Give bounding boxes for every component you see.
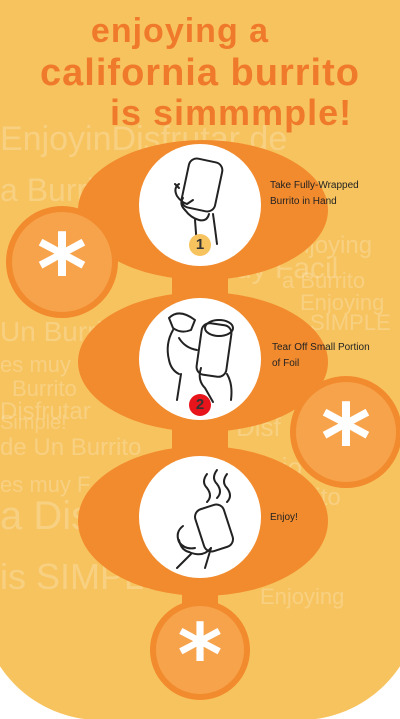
bg-word: Burrito bbox=[12, 376, 77, 401]
bg-word: SIMPLE bbox=[310, 310, 391, 335]
asterisk-ring-right bbox=[290, 376, 400, 488]
bg-word: es muy F bbox=[0, 472, 91, 497]
step-3-illustration bbox=[139, 456, 261, 578]
title-line-3: is simmmple! bbox=[110, 92, 353, 133]
asterisk-icon: * bbox=[36, 214, 88, 326]
step-1-text: Take Fully-Wrapped Burrito in Hand bbox=[270, 178, 395, 210]
bg-word: Enjoying bbox=[300, 290, 385, 315]
step-1-text-line-2: Burrito in Hand bbox=[270, 196, 337, 207]
step-2-text-line-1: Tear Off Small Portion bbox=[272, 342, 370, 353]
hand-with-steaming-burrito-icon bbox=[176, 469, 234, 569]
step-1-number: 1 bbox=[189, 234, 211, 256]
asterisk-icon: * bbox=[177, 606, 223, 706]
asterisk-ring-bottom bbox=[150, 600, 250, 700]
title-line-1: enjoying a bbox=[90, 12, 270, 50]
bg-word: de Un Burrito bbox=[0, 434, 142, 461]
asterisk-ring-left bbox=[6, 206, 118, 318]
hands-tearing-foil-icon bbox=[166, 312, 234, 403]
step-3-text-line-1: Enjoy! bbox=[270, 512, 298, 523]
bg-word: Disfrutar bbox=[0, 398, 91, 425]
asterisk-icon: * bbox=[320, 384, 372, 496]
bg-word: a Burrito bbox=[282, 268, 366, 293]
step-2-text-line-2: of Foil bbox=[272, 358, 300, 369]
title-line-2: california burrito bbox=[40, 52, 360, 94]
step-3-text: Enjoy! bbox=[270, 510, 370, 526]
step-2-number: 2 bbox=[189, 394, 211, 416]
bg-word: Simple! bbox=[0, 412, 67, 434]
step-2-text: Tear Off Small Portion of Foil bbox=[272, 340, 397, 372]
step-1-text-line-1: Take Fully-Wrapped bbox=[270, 180, 359, 191]
bg-word: Enjoying bbox=[260, 584, 345, 609]
